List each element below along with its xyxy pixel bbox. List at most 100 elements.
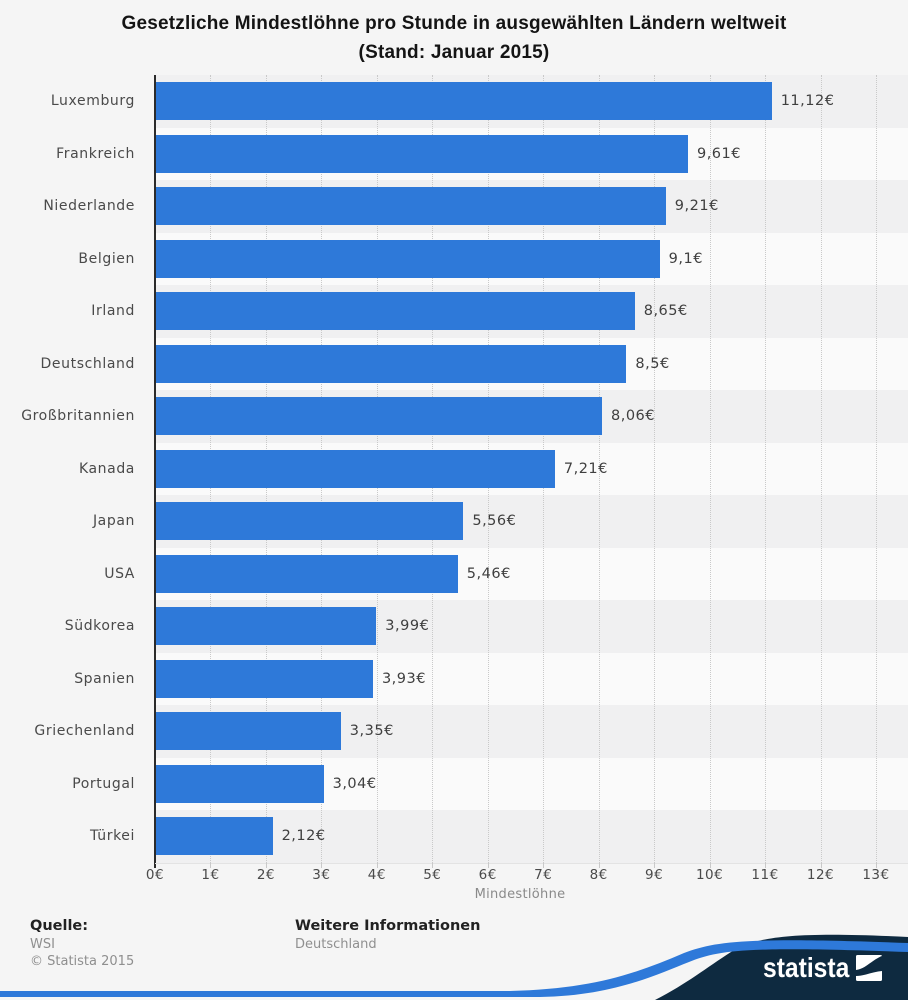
x-tick-label: 2€ bbox=[256, 867, 275, 883]
value-label: 3,35€ bbox=[349, 723, 394, 740]
x-tick-label: 7€ bbox=[534, 867, 553, 883]
bar-luxemburg[interactable] bbox=[155, 82, 772, 121]
bar-griechenland[interactable] bbox=[155, 712, 341, 751]
x-tick-label: 11€ bbox=[751, 867, 779, 883]
source-link[interactable]: WSI bbox=[30, 937, 55, 952]
info-country-link[interactable]: Deutschland bbox=[295, 937, 377, 952]
category-label: Spanien bbox=[74, 670, 135, 687]
x-tickmark bbox=[321, 863, 323, 868]
bar-niederlande[interactable] bbox=[155, 187, 666, 226]
bar-portugal[interactable] bbox=[155, 764, 324, 803]
x-tickmark bbox=[598, 863, 600, 868]
value-label: 8,5€ bbox=[635, 355, 670, 372]
chart-title: Gesetzliche Mindestlöhne pro Stunde in a… bbox=[0, 9, 908, 67]
row-band bbox=[155, 810, 908, 863]
bar-usa[interactable] bbox=[155, 554, 458, 593]
bar-südkorea[interactable] bbox=[155, 607, 377, 646]
source-heading: Quelle: bbox=[30, 918, 89, 934]
x-tick-label: 8€ bbox=[589, 867, 608, 883]
x-tickmark bbox=[210, 863, 212, 868]
value-label: 5,56€ bbox=[472, 513, 517, 530]
info-heading: Weitere Informationen bbox=[295, 918, 481, 934]
statista-ribbon-graphic bbox=[0, 934, 908, 1000]
chart-title-line1: Gesetzliche Mindestlöhne pro Stunde in a… bbox=[121, 13, 787, 34]
x-tick-label: 13€ bbox=[862, 867, 890, 883]
value-label: 7,21€ bbox=[563, 460, 608, 477]
gridline bbox=[875, 75, 877, 863]
bar-japan[interactable] bbox=[155, 502, 464, 541]
category-label: Portugal bbox=[72, 775, 135, 792]
x-tick-label: 3€ bbox=[312, 867, 331, 883]
category-label: Niederlande bbox=[43, 198, 135, 215]
ribbon-blue-swoosh bbox=[0, 940, 908, 997]
x-tickmark bbox=[654, 863, 656, 868]
value-label: 9,61€ bbox=[696, 145, 741, 162]
statista-logo-text: statista bbox=[763, 952, 850, 983]
x-tickmark bbox=[875, 863, 877, 868]
category-label: Griechenland bbox=[34, 723, 135, 740]
category-label: Japan bbox=[92, 513, 135, 530]
source-block: Quelle: WSI © Statista 2015 bbox=[30, 917, 134, 970]
statista-logo-mark-icon bbox=[856, 955, 882, 981]
category-label: Frankreich bbox=[56, 145, 135, 162]
x-tickmark bbox=[820, 863, 822, 868]
value-label: 5,46€ bbox=[466, 565, 511, 582]
category-label: USA bbox=[104, 565, 135, 582]
x-tickmark bbox=[765, 863, 767, 868]
x-axis-title: Mindestlöhne bbox=[474, 887, 566, 902]
gridline bbox=[765, 75, 767, 863]
category-label: Belgien bbox=[78, 250, 135, 267]
chart-title-line2: (Stand: Januar 2015) bbox=[358, 42, 550, 63]
gridline bbox=[598, 75, 600, 863]
info-block: Weitere Informationen Deutschland bbox=[295, 917, 480, 953]
bar-spanien[interactable] bbox=[155, 659, 373, 698]
category-axis-labels: Luxemburg Frankreich Niederlande Belgien Irl… bbox=[0, 75, 147, 863]
gridline bbox=[820, 75, 822, 863]
value-label: 8,06€ bbox=[611, 408, 656, 425]
category-label: Türkei bbox=[90, 828, 135, 845]
bar-deutschland[interactable] bbox=[155, 344, 627, 383]
bar-kanada[interactable] bbox=[155, 449, 555, 488]
value-label: 3,99€ bbox=[385, 618, 430, 635]
ribbon-navy-swoosh bbox=[655, 934, 908, 1000]
x-tick-label: 6€ bbox=[478, 867, 497, 883]
x-tickmark bbox=[432, 863, 434, 868]
x-tickmark bbox=[487, 863, 489, 868]
category-label: Deutschland bbox=[40, 355, 135, 372]
category-label: Irland bbox=[91, 303, 135, 320]
y-axis-line bbox=[154, 75, 156, 868]
x-tick-label: 9€ bbox=[645, 867, 664, 883]
x-tick-label: 1€ bbox=[201, 867, 220, 883]
x-tickmark bbox=[543, 863, 545, 868]
x-axis-baseline bbox=[155, 862, 908, 864]
x-tick-label: 0€ bbox=[145, 867, 165, 883]
bar-großbritannien[interactable] bbox=[155, 397, 602, 436]
x-tick-label: 4€ bbox=[367, 867, 386, 883]
x-tickmark bbox=[376, 863, 378, 868]
x-tick-label: 12€ bbox=[806, 867, 835, 883]
value-label: 11,12€ bbox=[780, 93, 835, 110]
x-tickmark bbox=[709, 863, 711, 868]
gridline bbox=[709, 75, 711, 863]
value-label: 9,21€ bbox=[674, 198, 719, 215]
bar-frankreich[interactable] bbox=[155, 134, 688, 173]
value-label: 2,12€ bbox=[281, 828, 326, 845]
category-label: Luxemburg bbox=[50, 93, 135, 110]
category-label: Großbritannien bbox=[21, 408, 135, 425]
bar-türkei[interactable] bbox=[155, 817, 273, 856]
x-tickmark bbox=[265, 863, 267, 868]
gridline bbox=[654, 75, 656, 863]
value-label: 9,1€ bbox=[668, 250, 703, 267]
value-label: 3,04€ bbox=[332, 775, 377, 792]
value-label: 8,65€ bbox=[643, 303, 688, 320]
statista-logo[interactable]: statista bbox=[763, 952, 882, 983]
copyright-text: © Statista 2015 bbox=[30, 954, 135, 969]
bar-irland[interactable] bbox=[155, 292, 635, 331]
plot-area: 11,12€ 9,61€ 9,21€ 9,1€ 8,65€ 8,5€ 8,06€ 7,21€ 5… bbox=[155, 75, 908, 863]
value-label: 3,93€ bbox=[381, 670, 426, 687]
category-label: Kanada bbox=[78, 460, 135, 477]
x-tick-label: 10€ bbox=[695, 867, 724, 883]
x-tick-label: 5€ bbox=[423, 867, 442, 883]
bar-belgien[interactable] bbox=[155, 239, 660, 278]
